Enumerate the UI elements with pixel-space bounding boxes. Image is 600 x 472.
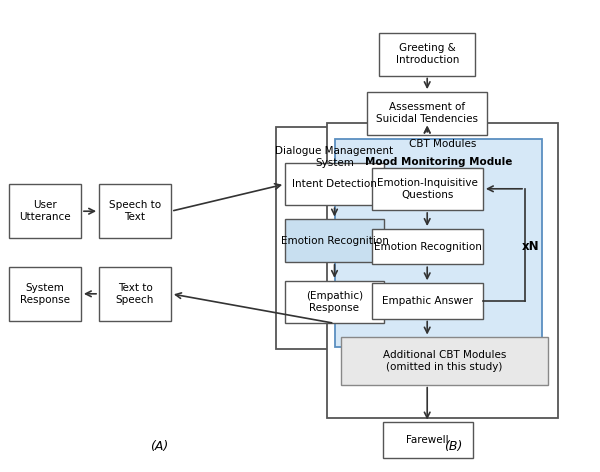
FancyBboxPatch shape bbox=[335, 139, 542, 347]
Text: Emotion Recognition: Emotion Recognition bbox=[374, 242, 481, 252]
FancyBboxPatch shape bbox=[327, 123, 558, 418]
Text: (A): (A) bbox=[150, 439, 168, 453]
Text: Greeting &
Introduction: Greeting & Introduction bbox=[395, 43, 459, 65]
FancyBboxPatch shape bbox=[367, 92, 487, 135]
FancyBboxPatch shape bbox=[276, 127, 393, 349]
Text: Empathic Answer: Empathic Answer bbox=[382, 296, 473, 306]
Text: Dialogue Management
System: Dialogue Management System bbox=[275, 146, 394, 168]
FancyBboxPatch shape bbox=[341, 337, 548, 385]
Text: Farewell: Farewell bbox=[406, 435, 449, 445]
Text: Emotion Recognition: Emotion Recognition bbox=[281, 236, 388, 246]
Text: Additional CBT Modules
(omitted in this study): Additional CBT Modules (omitted in this … bbox=[383, 350, 506, 372]
FancyBboxPatch shape bbox=[372, 168, 483, 210]
Text: xN: xN bbox=[522, 240, 539, 253]
FancyBboxPatch shape bbox=[379, 33, 475, 76]
Text: Intent Detection: Intent Detection bbox=[292, 179, 377, 189]
FancyBboxPatch shape bbox=[9, 184, 81, 238]
Text: Speech to
Text: Speech to Text bbox=[109, 201, 161, 222]
Text: Text to
Speech: Text to Speech bbox=[116, 283, 154, 304]
Text: (B): (B) bbox=[444, 439, 462, 453]
Text: Mood Monitoring Module: Mood Monitoring Module bbox=[365, 157, 512, 167]
Text: Assessment of
Suicidal Tendencies: Assessment of Suicidal Tendencies bbox=[376, 102, 478, 124]
Text: System
Response: System Response bbox=[20, 283, 70, 304]
Text: CBT Modules: CBT Modules bbox=[409, 139, 476, 149]
FancyBboxPatch shape bbox=[9, 267, 81, 321]
FancyBboxPatch shape bbox=[285, 281, 384, 323]
Text: User
Utterance: User Utterance bbox=[19, 201, 71, 222]
FancyBboxPatch shape bbox=[99, 267, 171, 321]
FancyBboxPatch shape bbox=[285, 163, 384, 205]
FancyBboxPatch shape bbox=[285, 219, 384, 262]
FancyBboxPatch shape bbox=[99, 184, 171, 238]
Text: Emotion-Inquisitive
Questions: Emotion-Inquisitive Questions bbox=[377, 178, 478, 200]
FancyBboxPatch shape bbox=[372, 283, 483, 319]
Text: (Empathic)
Response: (Empathic) Response bbox=[306, 291, 363, 313]
FancyBboxPatch shape bbox=[383, 422, 473, 458]
FancyBboxPatch shape bbox=[372, 229, 483, 264]
